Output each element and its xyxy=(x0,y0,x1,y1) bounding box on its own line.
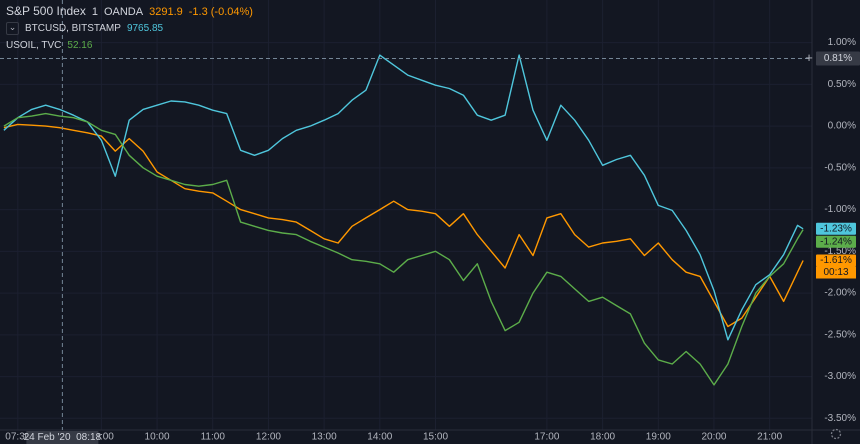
x-tick-label: 13:00 xyxy=(312,432,337,443)
x-tick-label: 09:00 xyxy=(89,432,114,443)
series-line xyxy=(3,112,804,386)
legend-row: ⌄ BTCUSD, BITSTAMP 9765.85 xyxy=(6,20,259,37)
x-tick-label: 14:00 xyxy=(367,432,392,443)
last-value-box xyxy=(816,235,856,248)
change: -1.3 (-0.04%) xyxy=(188,6,253,18)
countdown-box xyxy=(816,266,856,279)
series-name: BTCUSD, BITSTAMP xyxy=(25,23,121,34)
series-line xyxy=(3,54,804,341)
y-tick-label: -1.00% xyxy=(824,204,856,215)
legend-row: USOIL, TVC 52.16 xyxy=(6,37,259,54)
crosshair-plus: + xyxy=(805,50,813,65)
x-tick-label: 17:00 xyxy=(534,432,559,443)
last-value-label: -1.23% xyxy=(820,223,852,234)
y-tick-label: -3.00% xyxy=(824,371,856,382)
y-tick-label: -0.50% xyxy=(824,162,856,173)
x-tick-label: 20:00 xyxy=(701,432,726,443)
last-value-label: -1.61% xyxy=(820,255,852,266)
crosshair-x-label: 24 Feb '20 08:18 xyxy=(24,432,102,443)
x-tick-label: 18:00 xyxy=(590,432,615,443)
series-name: S&P 500 Index xyxy=(6,4,86,18)
crosshair-y-box xyxy=(816,51,860,66)
price: 9765.85 xyxy=(126,23,164,34)
last-value-box xyxy=(816,254,856,267)
x-tick-label: 15:00 xyxy=(423,432,448,443)
interval: 1 xyxy=(91,6,98,18)
x-tick-label: 19:00 xyxy=(646,432,671,443)
y-tick-label: -2.50% xyxy=(824,329,856,340)
last-value-label: -1.24% xyxy=(820,236,852,247)
x-tick-label: 07:30 xyxy=(5,432,30,443)
y-tick-label: -3.50% xyxy=(824,413,856,424)
price: 52.16 xyxy=(67,40,93,51)
series-line xyxy=(3,123,804,328)
x-tick-label: 21:00 xyxy=(757,432,782,443)
y-tick-label: -1.50% xyxy=(824,246,856,257)
countdown: 00:13 xyxy=(823,267,848,278)
y-tick-label: 0.00% xyxy=(828,121,856,132)
y-tick-label: 0.50% xyxy=(828,79,856,90)
x-tick-label: 11:00 xyxy=(201,432,226,443)
source: OANDA xyxy=(103,6,144,18)
x-tick-label: 12:00 xyxy=(256,432,281,443)
collapse-button[interactable]: ⌄ xyxy=(6,21,19,35)
last-value-box xyxy=(816,222,856,235)
price: 3291.9 xyxy=(149,6,183,18)
legend-row: S&P 500 Index 1 OANDA 3291.9 -1.3 (-0.04%) xyxy=(6,3,259,20)
crosshair-x-box xyxy=(26,431,99,444)
y-tick-label: -2.00% xyxy=(824,288,856,299)
y-tick-label: 1.00% xyxy=(828,37,856,48)
series-name: USOIL, TVC xyxy=(6,40,62,51)
legend: S&P 500 Index 1 OANDA 3291.9 -1.3 (-0.04%) ⌄ B… xyxy=(6,3,259,54)
crosshair-y-label: 0.81% xyxy=(824,53,852,64)
settings-icon xyxy=(830,428,842,440)
x-tick-label: 10:00 xyxy=(145,432,170,443)
